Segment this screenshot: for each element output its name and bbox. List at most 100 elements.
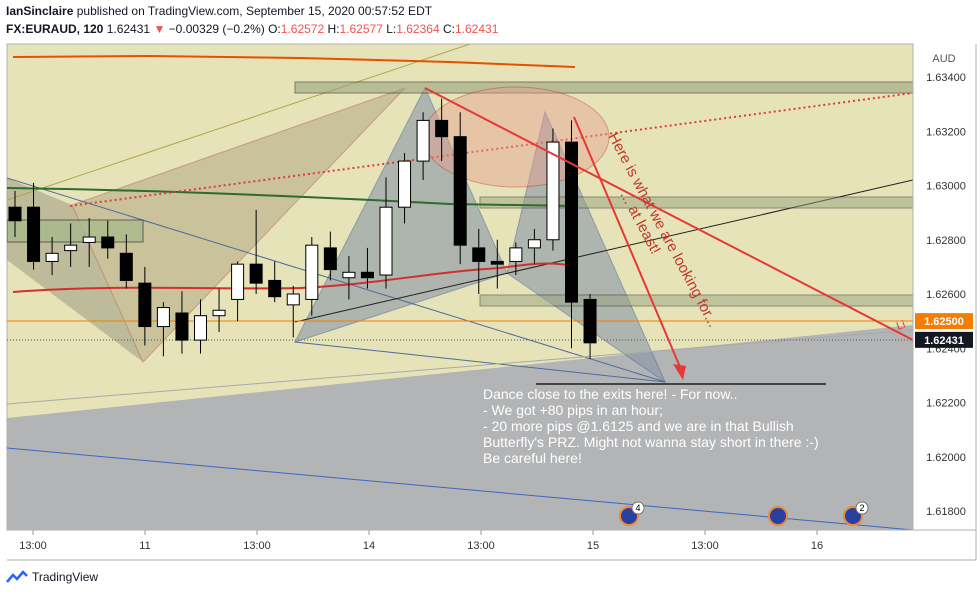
candle[interactable] [249,209,263,294]
price-axis[interactable] [913,44,976,530]
y-tick-label: 1.62600 [926,289,966,301]
blue-lower-line [7,447,913,530]
candle[interactable] [546,128,560,251]
grey-channel-line [7,329,913,405]
candle[interactable] [212,288,226,332]
candle[interactable] [416,112,430,181]
event-marker[interactable]: 4 [619,501,645,526]
candle[interactable] [360,247,374,289]
y-tick-label: 1.62800 [926,235,966,247]
candle-body [138,282,152,328]
main-annotation: Dance close to the exits here! - For now… [483,386,819,466]
harmonic-pattern-mid [71,87,406,363]
zone-upper [479,196,913,209]
high-value: 1.62577 [339,22,383,36]
x-tick-label: 13:00 [467,540,495,552]
blue-trend-line [7,177,666,383]
target-arrow [573,116,684,375]
high-label: H: [327,22,340,36]
annotation-line: - 20 more pips @1.6125 and we are in tha… [483,418,794,434]
x-ticks: 13:00 11 13:00 14 13:00 15 13:00 16 [19,530,823,552]
candle-body [156,307,170,328]
candle[interactable] [565,120,578,349]
candle[interactable] [398,152,412,224]
ma-red [12,262,576,293]
candle[interactable] [138,266,152,346]
low-value: 1.62364 [396,22,440,36]
candle[interactable] [156,302,170,357]
candle[interactable] [194,299,207,354]
olive-diagonal-line [7,44,471,201]
candle[interactable] [64,223,78,267]
candle-body [194,315,207,341]
candle-body [323,247,337,271]
candle[interactable] [527,228,541,265]
price-label-bg [915,331,973,348]
candle-body [8,206,22,222]
symbol-label: FX:EURAUD, 120 [6,22,104,36]
candle[interactable] [305,237,319,316]
candle[interactable] [509,242,523,276]
candle-body [249,263,263,284]
time-axis[interactable] [7,530,976,560]
y-tick-label: 1.61800 [926,506,966,518]
event-marker[interactable] [768,506,788,526]
candle-body [101,236,115,249]
candle-body [82,236,96,243]
candle-body [416,119,430,162]
x-tick-label: 13:00 [19,540,47,552]
pattern-base-line [294,341,666,383]
candle[interactable] [175,291,189,354]
candle-body [527,239,541,249]
candle[interactable] [119,234,133,289]
candle-body [490,260,504,265]
x-tick-label: 16 [811,540,823,552]
change-arrow: ▼ [153,22,166,36]
candle-body [27,206,41,262]
y-tick-label: 1.63000 [926,181,966,193]
candle[interactable] [342,256,356,300]
candle-body [286,293,300,306]
candle[interactable] [583,294,597,360]
event-marker[interactable]: 2 [843,501,869,526]
x-tick-label: 15 [587,540,599,552]
candle-body [583,298,597,344]
change-value: −0.00329 (−0.2%) [168,22,265,36]
candle-body [45,252,59,262]
line-tag: Li [895,319,907,333]
candle-body [231,263,245,300]
candle[interactable] [472,228,486,294]
candle[interactable] [45,237,59,276]
tradingview-logo-icon [6,570,28,583]
candle[interactable] [27,182,41,270]
x-tick-label: 13:00 [243,540,271,552]
open-label: O: [268,22,281,36]
candle[interactable] [101,220,115,259]
candles-group[interactable] [8,98,597,360]
candle[interactable] [82,218,96,267]
zone-lower [479,294,913,307]
candle-body [379,206,393,276]
candle[interactable] [8,190,22,238]
candle[interactable] [379,177,393,289]
annotation-line: - We got +80 pips in an hour; [483,402,663,418]
candle-body [509,247,523,262]
candle[interactable] [286,285,300,338]
candle-body [435,119,449,138]
open-value: 1.62572 [280,22,325,36]
price-label-text: 1.62500 [924,316,964,328]
candle[interactable] [231,261,245,322]
candle[interactable] [435,98,449,162]
candle-body [212,309,226,317]
candle[interactable] [268,261,282,303]
candle[interactable] [453,112,467,265]
annotation-line: Butterfly's PRZ. Might not wanna stay sh… [483,434,819,450]
x-tick-label: 14 [363,540,375,552]
candle[interactable] [323,231,337,281]
candle[interactable] [490,239,504,289]
zone-left [7,219,144,243]
publish-info: IanSinclaire published on TradingView.co… [6,4,432,18]
published-text: published on TradingView.com, September … [76,4,433,18]
